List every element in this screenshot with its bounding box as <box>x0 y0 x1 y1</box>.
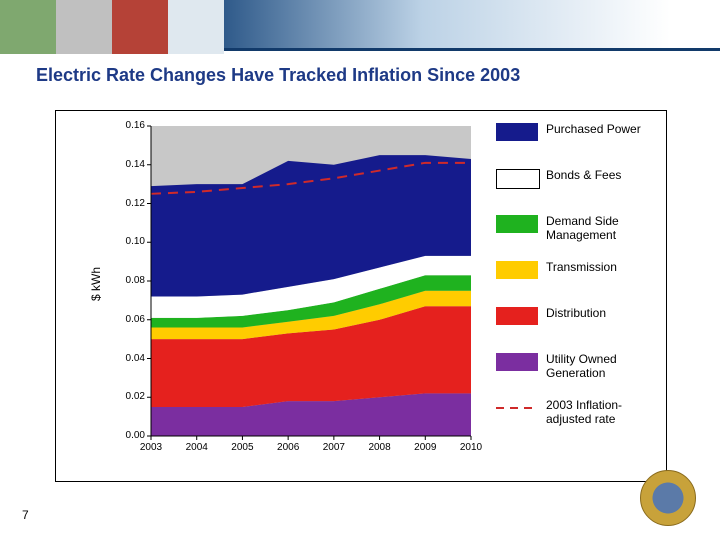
header-photo-4 <box>168 0 225 54</box>
legend-swatch <box>496 215 538 233</box>
y-axis-label: $ kWh <box>89 267 103 301</box>
y-tick-label: 0.02 <box>111 391 145 402</box>
legend-label: Transmission <box>546 261 666 275</box>
page-title: Electric Rate Changes Have Tracked Infla… <box>36 65 520 86</box>
legend-label: 2003 Inflation-adjusted rate <box>546 399 666 427</box>
legend-swatch <box>496 261 538 279</box>
legend-swatch <box>496 169 540 189</box>
page-number: 7 <box>22 508 29 522</box>
y-tick-label: 0.08 <box>111 275 145 286</box>
legend-label: Purchased Power <box>546 123 666 137</box>
header-gradient <box>224 0 720 50</box>
y-tick-label: 0.10 <box>111 236 145 247</box>
x-tick-label: 2007 <box>314 442 354 453</box>
legend-swatch <box>496 307 538 325</box>
x-tick-label: 2009 <box>405 442 445 453</box>
x-tick-label: 2003 <box>131 442 171 453</box>
header-photo-3 <box>112 0 169 54</box>
y-tick-label: 0.14 <box>111 159 145 170</box>
legend-swatch <box>496 353 538 371</box>
header-underline <box>224 48 720 51</box>
chart-panel: $ kWh 0.00 0.02 0.04 0.06 0.08 0.10 0.12 0.14 0.… <box>55 110 667 482</box>
legend: Purchased PowerBonds & FeesDemand Side M… <box>496 123 656 445</box>
legend-swatch <box>496 123 538 141</box>
legend-label: Bonds & Fees <box>546 169 666 183</box>
legend-dash-icon <box>496 399 538 417</box>
legend-label: Utility Owned Generation <box>546 353 666 381</box>
header-photo-2 <box>56 0 113 54</box>
header-strip <box>0 0 720 54</box>
y-tick-label: 0.12 <box>111 198 145 209</box>
x-tick-label: 2010 <box>451 442 491 453</box>
legend-label: Demand Side Management <box>546 215 666 243</box>
state-seal-icon <box>640 470 696 526</box>
x-tick-label: 2008 <box>360 442 400 453</box>
legend-label: Distribution <box>546 307 666 321</box>
y-tick-label: 0.06 <box>111 314 145 325</box>
x-tick-label: 2005 <box>222 442 262 453</box>
x-tick-label: 2006 <box>268 442 308 453</box>
y-tick-label: 0.16 <box>111 120 145 131</box>
x-tick-label: 2004 <box>177 442 217 453</box>
y-tick-label: 0.00 <box>111 430 145 441</box>
header-photo-1 <box>0 0 57 54</box>
y-tick-label: 0.04 <box>111 353 145 364</box>
